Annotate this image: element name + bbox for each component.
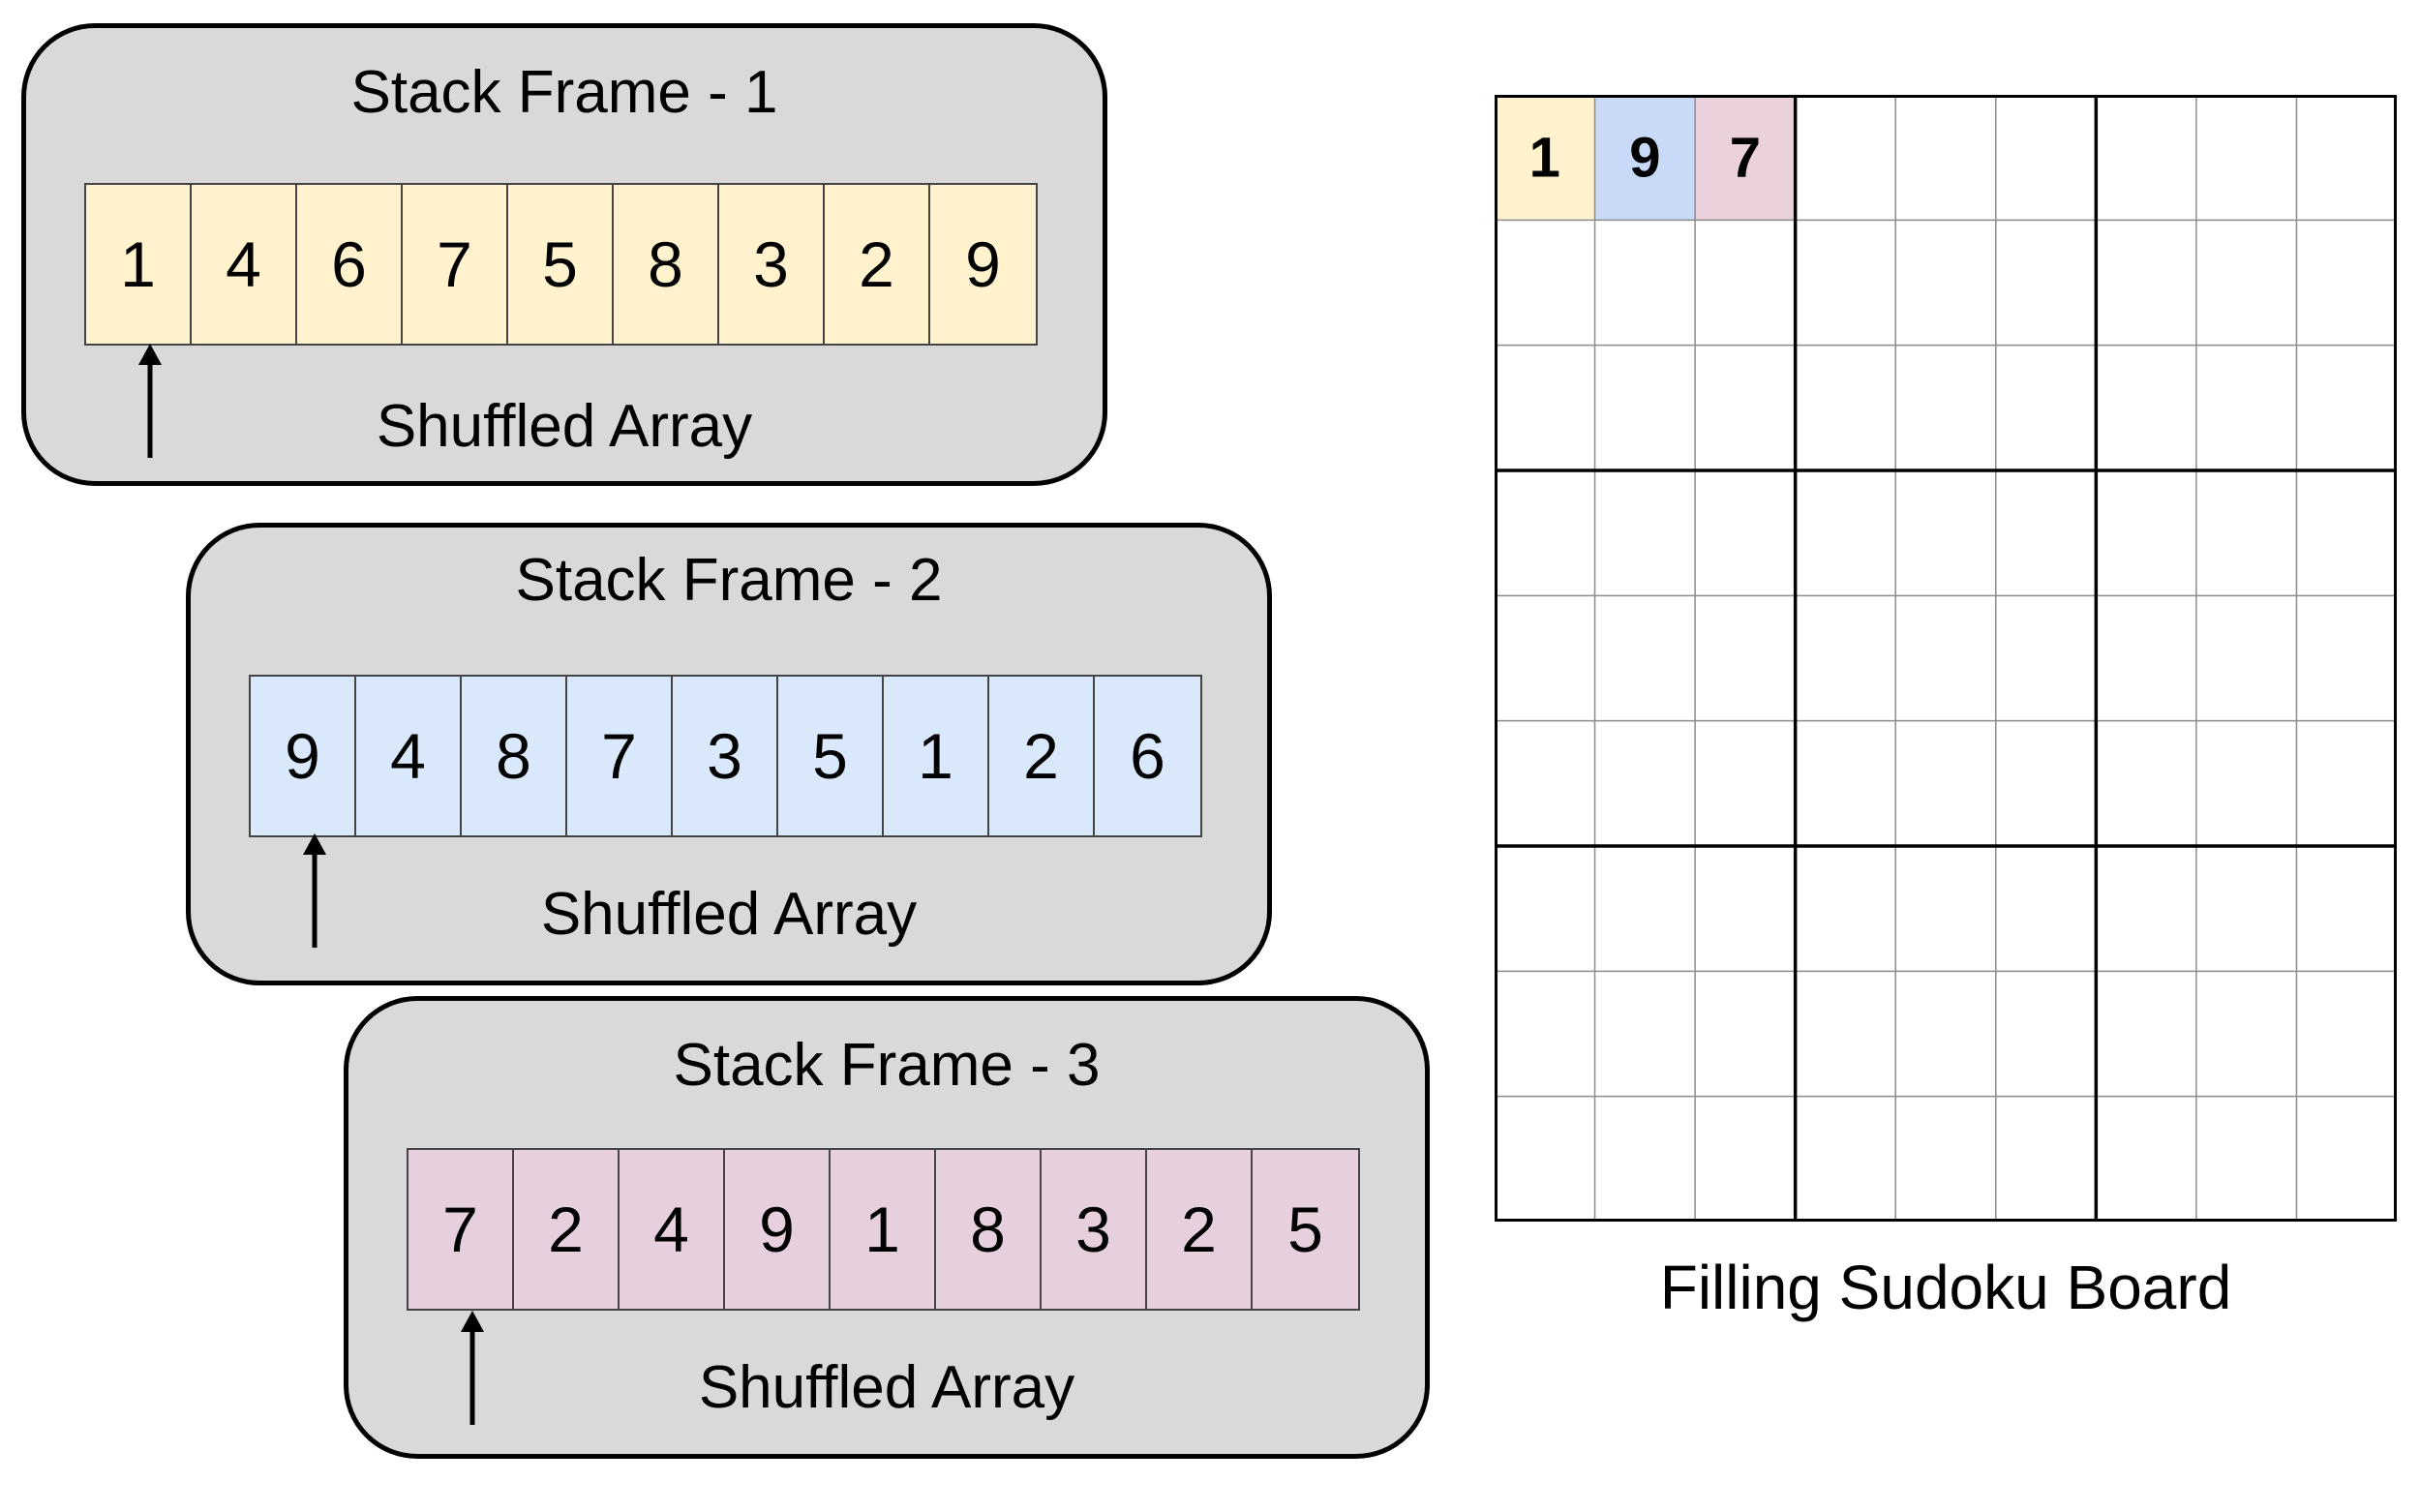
array-label: Shuffled Array: [376, 393, 753, 460]
board-cell-value: 7: [1730, 127, 1761, 190]
array-label: Shuffled Array: [698, 1354, 1075, 1421]
array-cell: 3: [1042, 1150, 1147, 1309]
sudoku-board: 1 9 7: [1495, 95, 2397, 1222]
board-border: [1495, 95, 2397, 1222]
pointer-arrow-icon: [303, 833, 326, 948]
array-cell: 5: [1253, 1150, 1358, 1309]
stack-frame-3: Stack Frame - 3 7 2 4 9 1 8 3 2 5 Shuffl…: [344, 996, 1430, 1459]
pointer-arrow-icon: [138, 344, 162, 458]
array-cell: 5: [508, 185, 614, 344]
array-cell: 2: [989, 677, 1095, 835]
board-cell-filled: [1594, 95, 1696, 221]
array-cell: 9: [930, 185, 1036, 344]
array-cell: 2: [825, 185, 930, 344]
array-cell: 4: [192, 185, 297, 344]
array-cell: 4: [620, 1150, 725, 1309]
array-cell: 3: [719, 185, 825, 344]
array-cell: 8: [936, 1150, 1042, 1309]
stack-frame-title: Stack Frame - 3: [673, 1032, 1101, 1099]
shuffled-array: 9 4 8 7 3 5 1 2 6: [249, 675, 1202, 837]
array-cell: 2: [1147, 1150, 1253, 1309]
shuffled-array: 7 2 4 9 1 8 3 2 5: [407, 1148, 1360, 1311]
stack-frame-title: Stack Frame - 2: [515, 547, 943, 614]
stack-frame-2: Stack Frame - 2 9 4 8 7 3 5 1 2 6 Shuffl…: [186, 523, 1272, 985]
board-cell-value: 9: [1629, 127, 1660, 190]
array-cell: 6: [1095, 677, 1200, 835]
array-cell: 7: [403, 185, 508, 344]
array-cell: 4: [356, 677, 462, 835]
array-cell: 2: [514, 1150, 620, 1309]
pointer-arrow-icon: [461, 1311, 484, 1425]
board-cell-filled: [1495, 95, 1595, 221]
array-cell: 7: [567, 677, 673, 835]
array-cell: 1: [884, 677, 989, 835]
array-cell: 6: [297, 185, 403, 344]
shuffled-array: 1 4 6 7 5 8 3 2 9: [84, 183, 1038, 346]
array-cell: 9: [251, 677, 356, 835]
array-cell: 3: [673, 677, 778, 835]
stack-frame-1: Stack Frame - 1 1 4 6 7 5 8 3 2 9 Shuffl…: [21, 23, 1107, 486]
array-cell: 5: [778, 677, 884, 835]
array-cell: 7: [408, 1150, 514, 1309]
array-cell: 8: [614, 185, 719, 344]
stack-frame-title: Stack Frame - 1: [350, 59, 778, 126]
board-background: [1495, 95, 2397, 1222]
board-cell-filled: [1695, 95, 1796, 221]
array-cell: 1: [831, 1150, 936, 1309]
array-cell: 9: [725, 1150, 831, 1309]
array-cell: 8: [462, 677, 567, 835]
array-cell: 1: [86, 185, 192, 344]
board-cell-value: 1: [1529, 127, 1560, 190]
array-label: Shuffled Array: [540, 881, 918, 948]
board-label: Filling Sudoku Board: [1659, 1253, 2232, 1322]
